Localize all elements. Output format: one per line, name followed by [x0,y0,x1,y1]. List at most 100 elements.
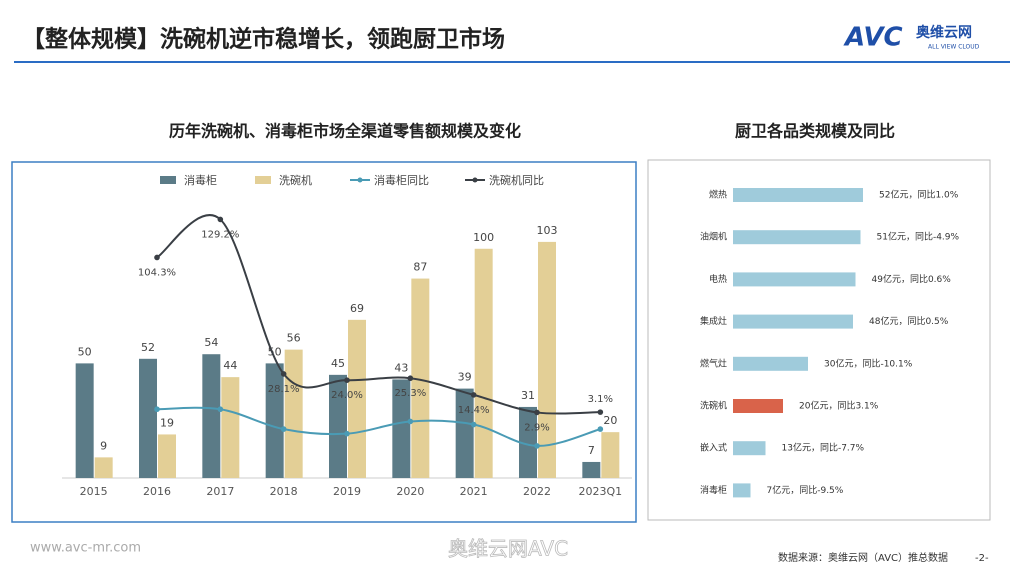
bar-label: 87 [413,261,427,274]
bar [75,363,94,478]
bar-label: 54 [204,336,218,349]
x-tick-label: 2016 [143,485,171,498]
y-tick-label: 嵌入式 [700,442,727,454]
chart-title: 厨卫各品类规模及同比 [735,122,895,141]
x-tick-label: 2020 [396,485,424,498]
bar [733,399,783,413]
bar-label: 43 [394,361,408,374]
bar [265,363,284,478]
bar-label: 52亿元，同比1.0% [879,189,959,201]
bar-label: 48亿元，同比0.5% [869,315,949,327]
line-label: 129.2% [201,229,239,240]
bar [733,188,863,202]
y-tick-label: 燃热 [709,189,727,201]
x-tick-label: 2021 [460,485,488,498]
bar-label: 51亿元，同比-4.9% [877,231,960,243]
x-tick-label: 2019 [333,485,361,498]
bar [582,461,601,478]
bar [733,356,808,371]
y-tick-label: 燃气灶 [700,357,727,369]
bar [392,379,411,478]
line-point [344,377,350,383]
x-tick-label: 2017 [206,485,234,498]
bar-label: 49亿元，同比0.6% [872,273,952,285]
logo-en: ALL VIEW CLOUD [928,44,980,51]
logo: AVC [843,23,903,53]
line-point [154,406,160,413]
y-tick-label: 消毒柜 [700,484,727,496]
y-tick-label: 集成灶 [700,315,727,327]
bar-label: 69 [350,302,364,315]
bar-label: 52 [141,341,155,354]
line-point [280,371,287,377]
line-point [154,254,160,261]
slide-title: 【整体规模】洗碗机逆市稳增长，领跑厨卫市场 [22,26,505,53]
legend-label: 洗碗机 [279,173,312,187]
bar [455,388,474,478]
bar [733,441,766,456]
bar-label: 7亿元，同比-9.5% [767,484,844,496]
line-point [597,426,604,432]
line-point [470,421,477,428]
legend-swatch [472,177,478,183]
line-label: 25.3% [394,388,426,399]
bar [348,319,366,478]
bar [329,374,347,478]
bar-label: 20亿元，同比3.1% [799,400,879,412]
line-label: 28.1% [268,384,300,395]
y-tick-label: 电热 [709,273,727,285]
bar [519,406,537,478]
bar-label: 39 [458,371,472,384]
bar [202,354,221,478]
bar-label: 19 [160,416,174,429]
chart-frame [647,159,991,521]
bar-label: 50 [78,345,92,358]
bar [538,241,556,478]
x-tick-label: 2023Q1 [579,485,623,498]
line-label: 24.0% [331,390,363,401]
bar-label: 7 [588,444,595,457]
chart-title: 历年洗碗机、消毒柜市场全渠道零售额规模及变化 [169,122,521,141]
legend-label: 消毒柜同比 [374,173,429,187]
legend-swatch [357,177,363,183]
line-label: 2.9% [524,422,549,433]
line-point [407,418,414,425]
bar [733,272,856,287]
line-point [597,409,604,415]
bar [284,349,303,478]
bar-label: 103 [537,224,558,237]
bar-label: 100 [473,231,494,244]
chart-frame [11,161,637,523]
legend-label: 洗碗机同比 [489,173,544,187]
bar [411,278,430,478]
bar [733,314,853,329]
line-point [407,375,414,382]
legend-swatch [160,176,176,184]
bar-label: 56 [287,332,301,345]
legend-label: 消毒柜 [184,173,217,187]
bar [139,358,157,478]
line-label: 14.4% [458,405,490,416]
bar [601,432,620,478]
bar-label: 30亿元，同比-10.1% [824,357,913,369]
logo-cn: 奥维云网 [916,24,972,41]
bar-label: 44 [223,359,237,372]
bar-label: 31 [521,389,535,402]
website: www.avc-mr.com [30,541,141,556]
x-tick-label: 2022 [523,485,551,498]
page-number: -2- [975,553,989,564]
legend-swatch [255,176,271,184]
line-point [534,409,540,416]
bar [474,248,493,478]
line-point [280,426,287,432]
bar-label: 9 [100,439,107,452]
x-tick-label: 2015 [80,485,108,498]
bar [158,434,176,478]
line-point [217,406,224,413]
line-label: 104.3% [138,267,176,278]
bar [733,483,751,498]
bar [221,377,240,478]
bar-label: 20 [603,414,617,427]
source: 数据来源：奥维云网（AVC）推总数据 [778,551,948,564]
